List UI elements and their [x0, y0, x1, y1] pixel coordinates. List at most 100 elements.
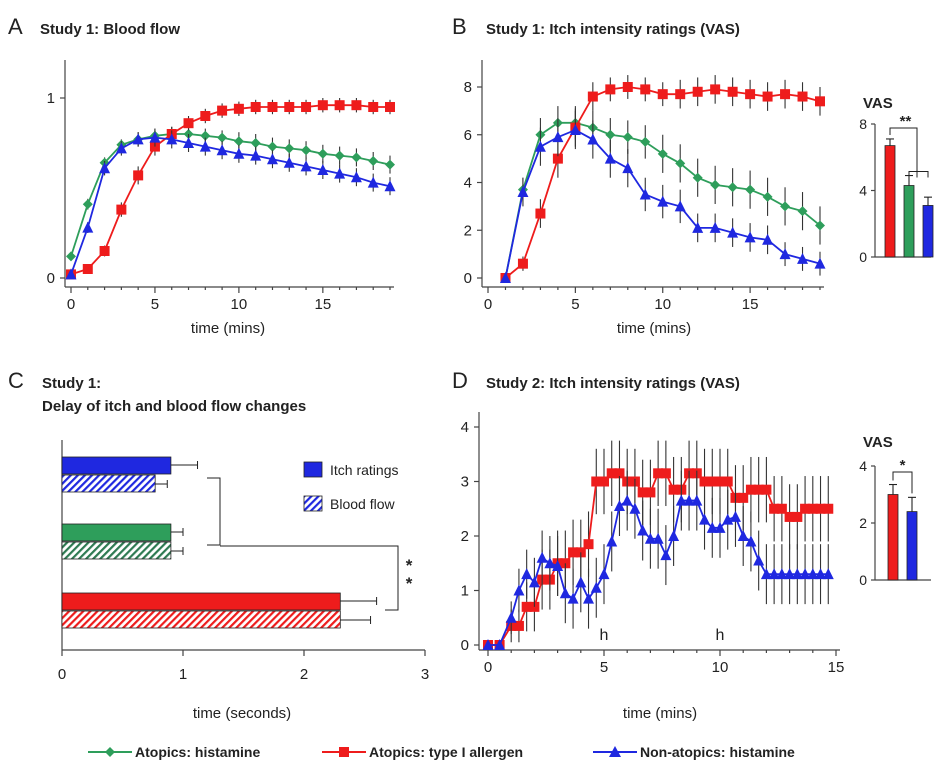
panel-D-annotation: h	[716, 627, 725, 644]
panel-D-point-atopics-type-i-allergen	[745, 484, 756, 495]
panel-A-point-non-atopics-histamine	[233, 147, 245, 159]
panel-D-point-non-atopics-histamine	[528, 576, 540, 588]
panel-A-point-atopics-histamine	[82, 199, 93, 210]
panel-A-point-non-atopics-histamine	[132, 133, 144, 145]
panel-D-point-atopics-type-i-allergen	[513, 620, 524, 631]
panel-D-point-non-atopics-histamine	[544, 557, 556, 569]
panel-C-group-bracket	[207, 477, 221, 546]
panel-D-inset-ytick-label: 2	[859, 515, 867, 531]
panel-D-point-non-atopics-histamine	[714, 521, 726, 533]
panel-D-ytick-label: 2	[461, 528, 469, 545]
panel-B-point-atopics-histamine	[745, 184, 756, 195]
panel-A-point-non-atopics-histamine	[199, 140, 211, 152]
panel-B-xtick-label: 0	[484, 296, 492, 313]
panel-A-point-non-atopics-histamine	[216, 144, 228, 156]
panel-D-ytick-label: 4	[461, 419, 469, 436]
legend-marker-atopic-allergen	[339, 747, 349, 757]
panel-A-ytick-label: 0	[47, 270, 55, 287]
panel-A-point-non-atopics-histamine	[266, 153, 278, 165]
panel-A-point-atopics-type-i-allergen	[217, 105, 228, 116]
panel-D-point-non-atopics-histamine	[791, 568, 803, 580]
panel-A-point-atopics-histamine	[233, 136, 244, 147]
panel-d-title: Study 2: Itch intensity ratings (VAS)	[486, 375, 740, 392]
panel-D-inset-bar	[887, 494, 899, 581]
panel-D-point-atopics-type-i-allergen	[753, 484, 764, 495]
panel-D-point-atopics-type-i-allergen	[591, 476, 602, 487]
panel-D-point-atopics-type-i-allergen	[668, 484, 679, 495]
panel-A-point-non-atopics-histamine	[350, 171, 362, 183]
panel-A-point-non-atopics-histamine	[99, 162, 111, 174]
panel-B-point-non-atopics-histamine	[499, 272, 511, 283]
panel-D-point-non-atopics-histamine	[552, 559, 564, 571]
panel-D-point-atopics-type-i-allergen	[614, 468, 625, 479]
panel-C-flow-bar	[61, 474, 156, 493]
panel-D-point-non-atopics-histamine	[799, 568, 811, 580]
panel-B-point-non-atopics-histamine	[534, 140, 546, 152]
panel-D-point-non-atopics-histamine	[660, 549, 672, 561]
panel-B-point-non-atopics-histamine	[587, 133, 599, 145]
panel-D-point-non-atopics-histamine	[613, 500, 625, 512]
panel-D-point-atopics-type-i-allergen	[823, 503, 834, 514]
panel-A-point-atopics-type-i-allergen	[317, 100, 328, 111]
panel-A-xtick-label: 10	[231, 296, 248, 313]
panel-D-ytick-label: 0	[461, 637, 469, 654]
panel-D-point-atopics-type-i-allergen	[521, 601, 532, 612]
panel-B-point-atopics-type-i-allergen	[517, 258, 528, 269]
panel-B-point-atopics-type-i-allergen	[727, 86, 738, 97]
panel-c-subtitle: Delay of itch and blood flow changes	[42, 398, 306, 415]
panel-C-significance-bracket	[220, 545, 399, 611]
legend-itch-label: Itch ratings	[330, 462, 398, 478]
panel-B-point-non-atopics-histamine	[727, 226, 739, 238]
panel-B-xtick-label: 10	[654, 296, 671, 313]
figure-legend: Atopics: histamine Atopics: type I aller…	[88, 744, 795, 760]
panel-D-ytick-label: 3	[461, 474, 469, 491]
panel-B-point-atopics-type-i-allergen	[762, 91, 773, 102]
panel-A-point-atopics-histamine	[301, 145, 312, 156]
panel-D-point-non-atopics-histamine	[521, 568, 533, 580]
panel-C-flow-bar	[61, 610, 341, 629]
panel-D-point-atopics-type-i-allergen	[815, 503, 826, 514]
panel-A-point-atopics-histamine	[385, 159, 395, 170]
panel-d-inset-title: VAS	[863, 434, 893, 451]
panel-B-point-atopics-type-i-allergen	[675, 89, 686, 100]
panel-B-point-atopics-histamine	[605, 129, 616, 140]
panel-D-point-atopics-type-i-allergen	[599, 476, 609, 487]
panel-B-point-non-atopics-histamine	[692, 221, 704, 233]
panel-D-point-non-atopics-histamine	[768, 568, 780, 580]
panel-C-flow-bar	[61, 541, 172, 560]
panel-D-point-atopics-type-i-allergen	[645, 487, 656, 498]
panel-A-point-non-atopics-histamine	[300, 160, 312, 172]
panel-A-xtick-label: 0	[67, 296, 75, 313]
panel-A-xtick-label: 15	[314, 296, 331, 313]
panel-B-point-atopics-histamine	[762, 191, 773, 202]
panel-A-point-non-atopics-histamine	[384, 180, 396, 192]
panel-B-point-atopics-histamine	[780, 201, 791, 212]
panel-B-point-atopics-type-i-allergen	[605, 84, 616, 95]
panel-B-point-atopics-type-i-allergen	[587, 91, 598, 102]
panel-D-xtick-label: 5	[600, 659, 608, 676]
panel-A-point-non-atopics-histamine	[317, 164, 329, 175]
panel-D-point-atopics-type-i-allergen	[792, 511, 803, 522]
panel-B-inset-bracket	[889, 127, 918, 178]
panel-A-point-atopics-type-i-allergen	[183, 118, 194, 129]
panel-A-point-non-atopics-histamine	[65, 268, 77, 280]
panel-B-point-atopics-type-i-allergen	[745, 89, 756, 100]
panel-A-point-atopics-histamine	[368, 156, 379, 166]
panel-B-ytick-label: 0	[464, 270, 472, 287]
panel-c-title: Study 1:	[42, 375, 101, 392]
panel-a-label: A	[8, 14, 23, 39]
panel-D-point-non-atopics-histamine	[652, 532, 664, 544]
panel-D-point-non-atopics-histamine	[644, 532, 656, 544]
panel-A-point-non-atopics-histamine	[367, 176, 379, 188]
panel-D-point-non-atopics-histamine	[760, 568, 772, 580]
panel-B-point-non-atopics-histamine	[814, 257, 826, 269]
panel-D-inset-ytick-label: 4	[859, 458, 867, 474]
panel-A-point-atopics-histamine	[317, 148, 328, 159]
panel-B-point-atopics-histamine	[710, 179, 721, 190]
panel-C-itch-bar	[61, 523, 172, 542]
panel-B-inset-significance: **	[900, 113, 912, 130]
panel-A-point-atopics-type-i-allergen	[133, 170, 144, 181]
panel-A-line-atopics-type-i-allergen	[70, 104, 390, 276]
panel-B-inset-bar	[884, 145, 896, 258]
panel-B-ytick-label: 6	[464, 127, 472, 144]
